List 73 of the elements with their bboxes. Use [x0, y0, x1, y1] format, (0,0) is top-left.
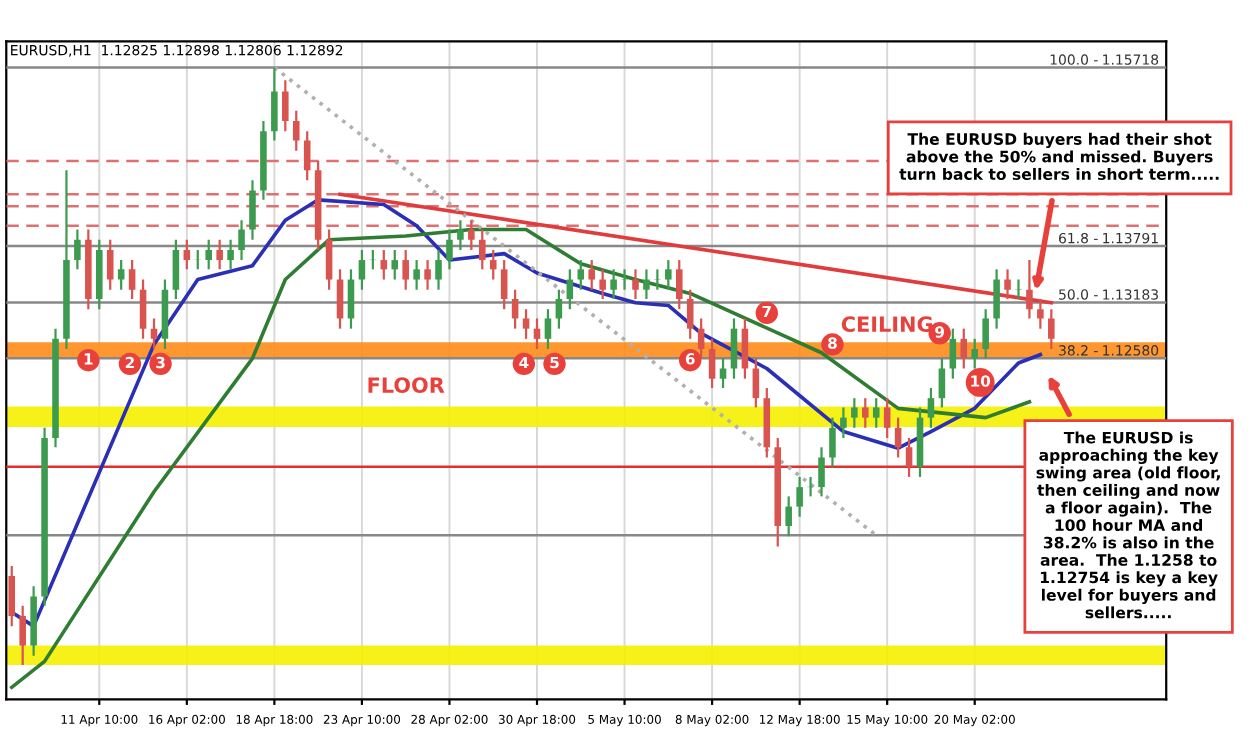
candlestick	[675, 258, 683, 311]
candlestick	[686, 288, 694, 340]
candlestick	[818, 446, 825, 498]
candlestick	[851, 397, 858, 429]
candlestick	[150, 317, 158, 351]
candlestick	[1015, 278, 1022, 301]
candlestick	[216, 238, 223, 271]
candlestick	[468, 219, 475, 251]
candlestick	[610, 268, 617, 301]
candlestick	[446, 228, 453, 271]
candlestick	[249, 179, 256, 241]
candlestick	[325, 228, 333, 291]
candlestick	[479, 228, 486, 271]
candlestick	[993, 268, 1000, 330]
candlestick	[282, 79, 289, 133]
candlestick	[577, 258, 585, 291]
candlestick	[599, 268, 606, 301]
candlestick	[785, 495, 792, 538]
candlestick	[205, 238, 212, 271]
candlestick	[719, 357, 727, 390]
candlestick	[522, 308, 530, 340]
candlestick	[489, 248, 497, 281]
candlestick	[544, 308, 552, 351]
candlestick	[697, 317, 705, 360]
candlestick	[971, 337, 978, 370]
candlestick	[949, 327, 957, 380]
candlestick	[227, 238, 234, 271]
candlestick	[872, 397, 880, 429]
candlestick	[457, 219, 464, 251]
candlestick	[1026, 258, 1033, 320]
candlestick	[424, 258, 431, 291]
candlestick	[500, 258, 508, 311]
candlestick	[829, 416, 836, 468]
candlestick	[982, 308, 989, 360]
candlestick	[391, 248, 399, 281]
candlestick	[74, 228, 81, 271]
candlestick	[862, 397, 869, 429]
candlestick	[665, 258, 672, 291]
candlestick	[1048, 308, 1055, 351]
candlestick	[708, 337, 716, 390]
candlestick	[1037, 297, 1044, 330]
candlestick	[643, 268, 650, 301]
candlestick	[883, 397, 891, 440]
candlestick	[19, 604, 26, 667]
candlestick	[588, 258, 595, 291]
candlestick	[128, 258, 136, 301]
candlestick	[840, 406, 847, 440]
candlestick	[741, 317, 749, 380]
candlestick	[402, 248, 409, 291]
candlestick	[621, 268, 628, 291]
candlestick	[796, 475, 803, 518]
candlestick	[139, 278, 147, 340]
candlestick	[533, 317, 541, 351]
candlestick	[292, 109, 300, 152]
candlestick	[435, 248, 442, 291]
candlestick	[654, 268, 661, 291]
candlestick	[271, 66, 278, 142]
candlestick	[238, 219, 245, 262]
candlestick	[730, 317, 738, 380]
candlestick	[960, 327, 968, 370]
annotation: CEILING	[841, 316, 933, 333]
candlestick	[117, 258, 125, 291]
candlestick	[183, 238, 191, 271]
candlestick	[905, 436, 913, 479]
candlestick	[358, 248, 366, 291]
candlestick	[172, 238, 180, 301]
candlestick	[413, 258, 420, 291]
candlestick	[8, 564, 16, 628]
annotation: FLOOR	[368, 377, 445, 393]
candlestick	[632, 268, 639, 301]
candlestick	[106, 238, 114, 291]
candlestick	[1004, 268, 1011, 301]
candlestick	[927, 386, 935, 429]
